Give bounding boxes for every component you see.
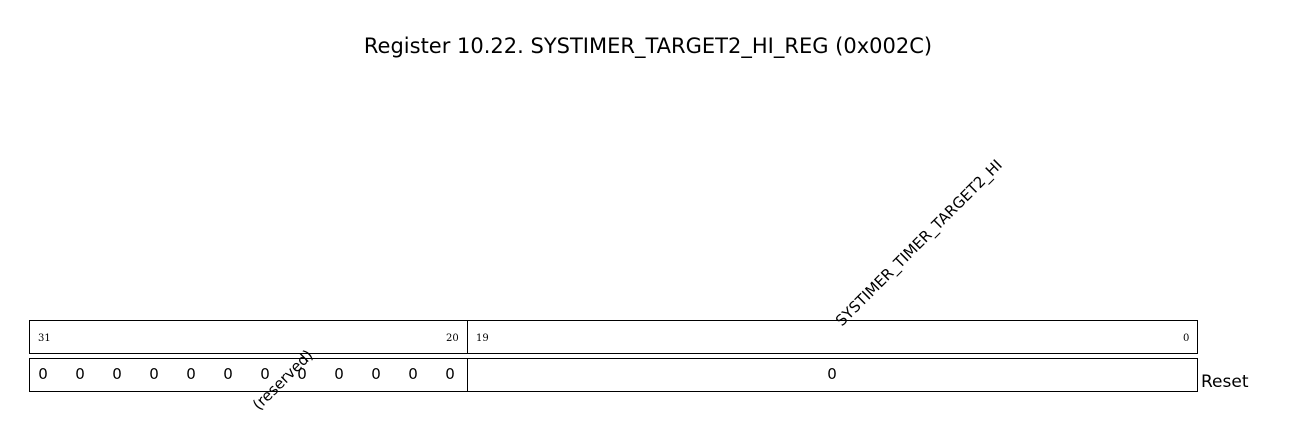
reset-bit-29: 0	[112, 365, 122, 383]
reset-bit-27: 0	[186, 365, 196, 383]
bit-number-31: 31	[38, 333, 51, 344]
reset-label: Reset	[1201, 372, 1249, 392]
field-name-target2-hi: SYSTIMER_TIMER_TARGET2_HI	[832, 155, 1006, 330]
bit-number-20: 20	[446, 333, 459, 344]
reset-value-row	[29, 358, 1198, 392]
reset-bit-26: 0	[223, 365, 233, 383]
reset-bit-30: 0	[75, 365, 85, 383]
reset-bit-20: 0	[445, 365, 455, 383]
bit-number-19: 19	[476, 333, 489, 344]
register-title: Register 10.22. SYSTIMER_TARGET2_HI_REG …	[363, 34, 933, 58]
bit-position-row	[29, 320, 1198, 354]
reset-bit-28: 0	[149, 365, 159, 383]
reset-bit-23: 0	[334, 365, 344, 383]
reset-bit-31: 0	[38, 365, 48, 383]
reset-bit-22: 0	[371, 365, 381, 383]
reset-bit-21: 0	[408, 365, 418, 383]
reset-bit-24: 0	[297, 365, 307, 383]
reset-value-target2-hi: 0	[827, 365, 837, 383]
bit-number-0: 0	[1183, 333, 1190, 344]
bit-row-divider	[467, 320, 468, 354]
reset-bit-25: 0	[260, 365, 270, 383]
reset-row-divider	[467, 358, 468, 392]
